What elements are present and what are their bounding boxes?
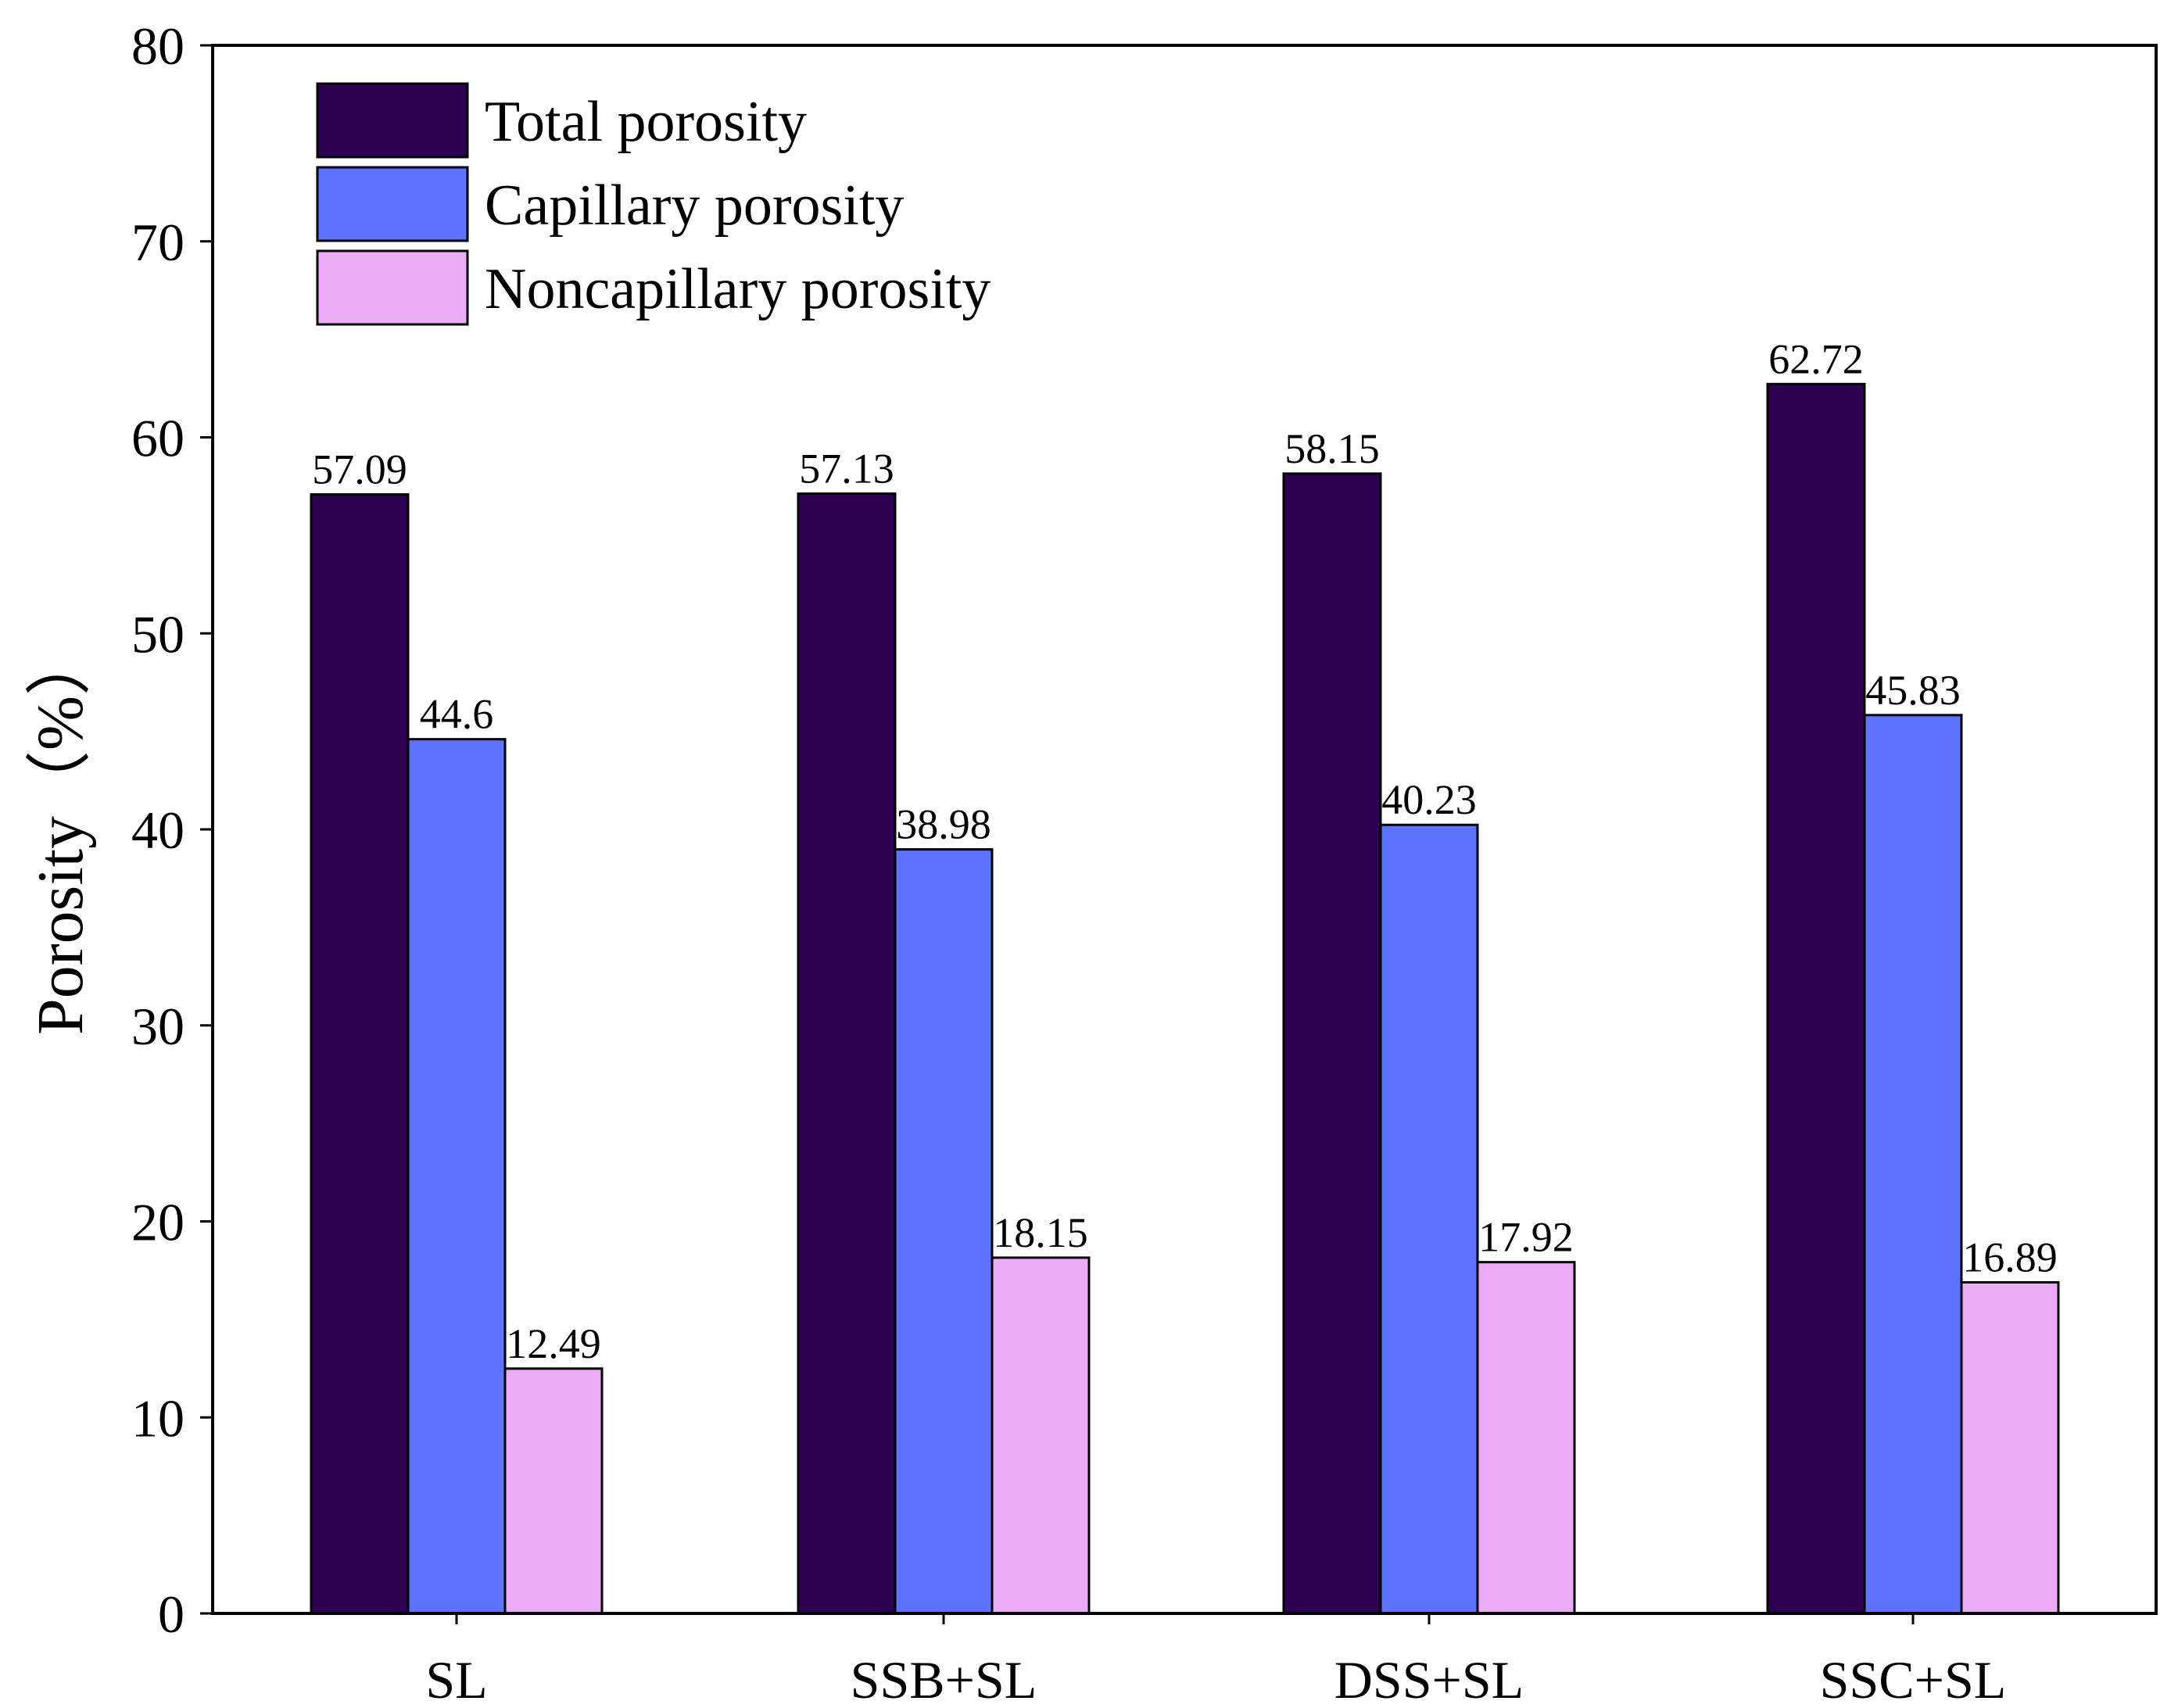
bar-sl-noncapillary-porosity: [503, 1367, 604, 1615]
bar-ssb-sl-capillary-porosity: [894, 848, 994, 1615]
legend-label: Total porosity: [485, 90, 807, 154]
axes-layer: SL SSB+SL DSS+SL SSC+SL 0 10 20 30 40 50 60 70 80: [131, 16, 2158, 1708]
y-tick-label: 10: [131, 1388, 184, 1448]
y-axis-label: Porosity（%）: [24, 630, 97, 1035]
data-label: 57.09: [312, 446, 407, 492]
bar-ssc-sl-noncapillary-porosity: [1960, 1280, 2060, 1615]
y-tick-label: 70: [131, 213, 184, 272]
bar-ssb-sl-noncapillary-porosity: [990, 1256, 1091, 1615]
bar-dss-sl-capillary-porosity: [1379, 823, 1479, 1615]
legend: Total porosity Capillary porosity Noncapil…: [316, 82, 990, 326]
y-tick-label: 60: [131, 409, 184, 468]
y-tick-label: 0: [158, 1584, 184, 1644]
x-tick-label: SL: [425, 1650, 487, 1708]
bar-dss-sl-total-porosity: [1282, 472, 1382, 1615]
data-label: 38.98: [896, 801, 991, 848]
x-tick-label: SSB+SL: [851, 1650, 1037, 1708]
x-tick-label: DSS+SL: [1334, 1650, 1524, 1708]
legend-label: Noncapillary porosity: [485, 257, 990, 321]
data-label: 62.72: [1768, 335, 1864, 382]
data-label: 58.15: [1284, 425, 1380, 472]
data-label: 40.23: [1381, 776, 1477, 823]
bar-dss-sl-noncapillary-porosity: [1476, 1261, 1576, 1615]
data-label: 44.6: [420, 691, 494, 738]
bar-ssc-sl-total-porosity: [1766, 382, 1866, 1615]
data-label: 17.92: [1478, 1214, 1574, 1261]
x-tick-label: SSC+SL: [1820, 1650, 2007, 1708]
data-label: 45.83: [1865, 667, 1961, 714]
data-label: 18.15: [993, 1209, 1088, 1256]
data-label: 16.89: [1962, 1234, 2058, 1280]
y-tick-label: 20: [131, 1193, 184, 1252]
data-labels-layer: 57.09 44.6 12.49 57.13 38.98 18.15 58.15 40.23 1…: [312, 335, 2058, 1367]
plot-frame: [211, 44, 2158, 1615]
legend-swatch: [316, 249, 469, 326]
data-label: 12.49: [506, 1320, 601, 1367]
bar-ssb-sl-total-porosity: [797, 492, 897, 1615]
data-label: 57.13: [799, 445, 894, 492]
bar-sl-capillary-porosity: [407, 738, 507, 1615]
y-tick-label: 80: [131, 16, 184, 76]
legend-swatch: [316, 166, 469, 242]
bar-ssc-sl-capillary-porosity: [1863, 714, 1963, 1615]
bars-layer: [310, 382, 2060, 1615]
legend-label: Capillary porosity: [485, 174, 904, 238]
y-tick-label: 40: [131, 800, 184, 860]
bar-sl-total-porosity: [310, 492, 410, 1615]
y-tick-label: 50: [131, 604, 184, 664]
legend-swatch: [316, 82, 469, 159]
y-tick-label: 30: [131, 997, 184, 1056]
